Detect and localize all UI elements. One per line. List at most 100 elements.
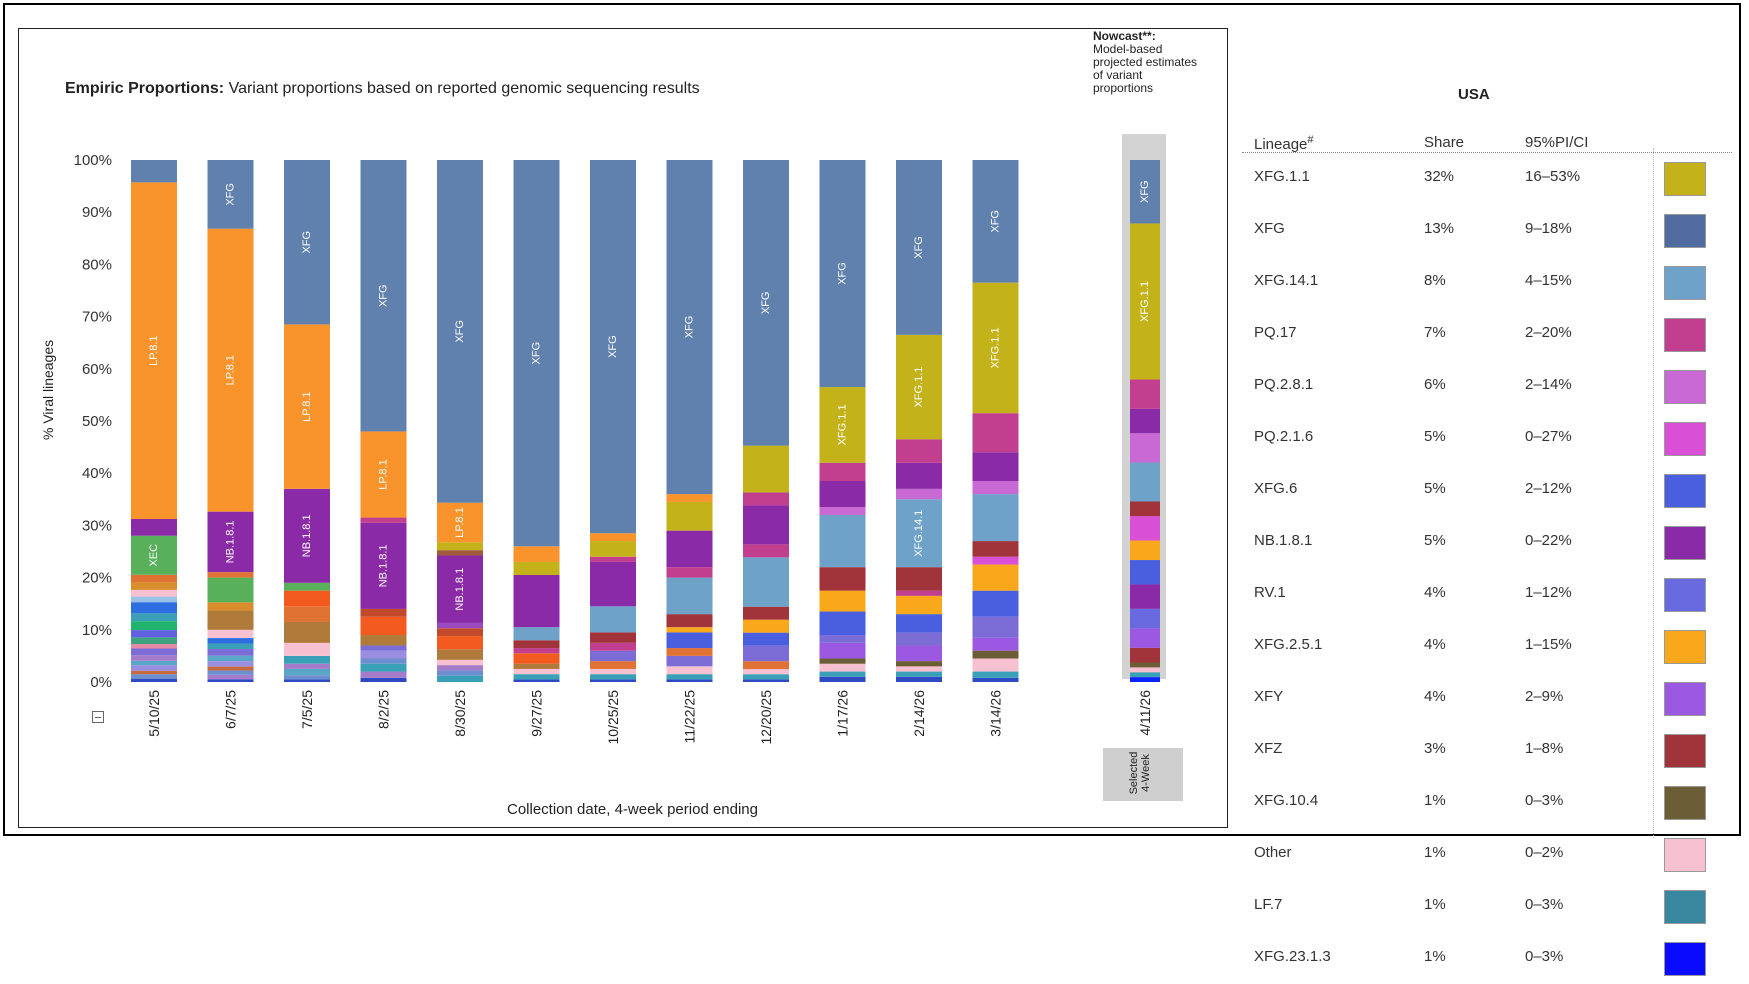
bar-segment [896, 488, 942, 500]
bar-segment [972, 556, 1019, 565]
bar-segment [590, 533, 636, 542]
legend-lineage: Other [1254, 844, 1292, 861]
bar-segment [896, 614, 942, 633]
bar-segment [1130, 540, 1160, 561]
bar-segment [513, 674, 560, 680]
legend-swatch [1664, 682, 1706, 716]
bar-segment [666, 567, 713, 578]
collapse-icon[interactable] [92, 711, 104, 723]
segment-label: XFG [836, 262, 848, 285]
bar-segment [207, 666, 254, 671]
selected-period-box[interactable] [1103, 748, 1183, 801]
bar-segment [284, 488, 330, 583]
bar-segment [972, 671, 1019, 678]
bar-segment [513, 574, 560, 628]
bar-segment [743, 505, 789, 545]
bar-12-20-25: XFG [743, 160, 789, 682]
x-tick-label: 6/7/25 [223, 690, 239, 729]
legend-swatch [1664, 266, 1706, 300]
bar-segment [743, 492, 789, 506]
stacked-bar-chart: 100% 90% 80% 70% 60% 50% 40% 30% 20% 10% 0% XEC LP.8… [74, 134, 1166, 745]
legend-share: 5% [1424, 532, 1446, 549]
bar-segment [819, 663, 866, 672]
x-tick-label: 8/30/25 [452, 690, 468, 737]
chart-panel [18, 28, 1228, 828]
legend-share: 1% [1424, 896, 1446, 913]
bar-segment [896, 499, 942, 568]
bar-segment [284, 606, 330, 622]
bar-segment [1130, 628, 1160, 648]
legend-swatch-divider [1653, 148, 1654, 838]
bar-segment [131, 644, 177, 649]
bar-segment [360, 663, 407, 672]
legend-swatch [1664, 838, 1706, 872]
bar-segment [284, 655, 330, 664]
bar-segment [972, 160, 1019, 283]
bar-segment [513, 561, 560, 575]
legend-share: 7% [1424, 324, 1446, 341]
legend-lineage: PQ.2.8.1 [1254, 376, 1314, 393]
legend-share: 6% [1424, 376, 1446, 393]
y-tick-label: 20% [82, 570, 112, 587]
bar-segment [972, 637, 1019, 651]
legend-interval: 2–12% [1525, 480, 1572, 497]
bar-segment [972, 616, 1019, 638]
bar-segment [513, 653, 560, 664]
legend-row: XFG.10.4 1% 0–3% [1242, 776, 1732, 828]
bar-segment [1130, 672, 1160, 678]
legend-share: 4% [1424, 584, 1446, 601]
legend-row: NB.1.8.1 5% 0–22% [1242, 516, 1732, 568]
bar-segment [972, 541, 1019, 557]
bar-segment [666, 648, 713, 656]
selected-label-line2: 4-Week [1140, 754, 1152, 792]
chart-title-text: Variant proportions based on reported ge… [228, 80, 700, 97]
bar-segment [437, 550, 483, 556]
bar-1-17-26: XFG.1.1 XFG [819, 160, 866, 682]
bar-segment [590, 606, 636, 633]
legend-interval: 0–3% [1525, 792, 1564, 809]
bar-segment [131, 535, 177, 575]
bar-segment [743, 632, 789, 646]
segment-label: XEC [148, 544, 160, 567]
bar-segment [819, 514, 866, 568]
bar-segment [437, 670, 483, 676]
bar-segment [513, 627, 560, 641]
bar-segment [590, 561, 636, 607]
bar-segment [207, 649, 254, 656]
bar-segment [513, 679, 560, 682]
bar-segment [360, 677, 407, 682]
bar-10-25-25: XFG [590, 160, 636, 682]
selected-period-label: Selected 4-Week [1128, 751, 1152, 795]
bar-4-11-26: XFG.1.1 XFG [1130, 160, 1160, 682]
bar-segment [819, 462, 866, 482]
legend-lineage: XFG.10.4 [1254, 792, 1319, 809]
bar-segment [819, 590, 866, 612]
legend-swatch [1664, 578, 1706, 612]
segment-label: XFG [377, 284, 389, 307]
bar-segment [590, 556, 636, 562]
legend-header-share: Share [1424, 134, 1465, 151]
bar-segment [1130, 379, 1160, 409]
bar-segment [896, 590, 942, 596]
x-tick-label: 3/14/26 [988, 690, 1004, 737]
legend-swatch [1664, 630, 1706, 664]
x-tick-label: 9/27/25 [529, 690, 545, 737]
legend-interval: 9–18% [1525, 220, 1572, 237]
legend-row: PQ.2.8.1 6% 2–14% [1242, 360, 1732, 412]
bar-segment [819, 481, 866, 508]
bar-segment [131, 655, 177, 661]
bar-segment [666, 674, 713, 680]
legend-swatch [1664, 214, 1706, 248]
bar-segment [284, 582, 330, 591]
bar-segment [284, 590, 330, 607]
bar-segment [743, 606, 789, 620]
bar-segment [207, 572, 254, 578]
bar-segment [284, 324, 330, 489]
bar-segment [1130, 223, 1160, 380]
legend-lineage: XFG.6 [1254, 480, 1298, 497]
legend-interval: 16–53% [1525, 168, 1581, 185]
nowcast-note: Nowcast**: Model-based projected estimat… [1093, 30, 1201, 95]
bar-segment [819, 635, 866, 643]
x-tick-label: 4/11/26 [1137, 690, 1153, 736]
bar-segment [590, 160, 636, 534]
